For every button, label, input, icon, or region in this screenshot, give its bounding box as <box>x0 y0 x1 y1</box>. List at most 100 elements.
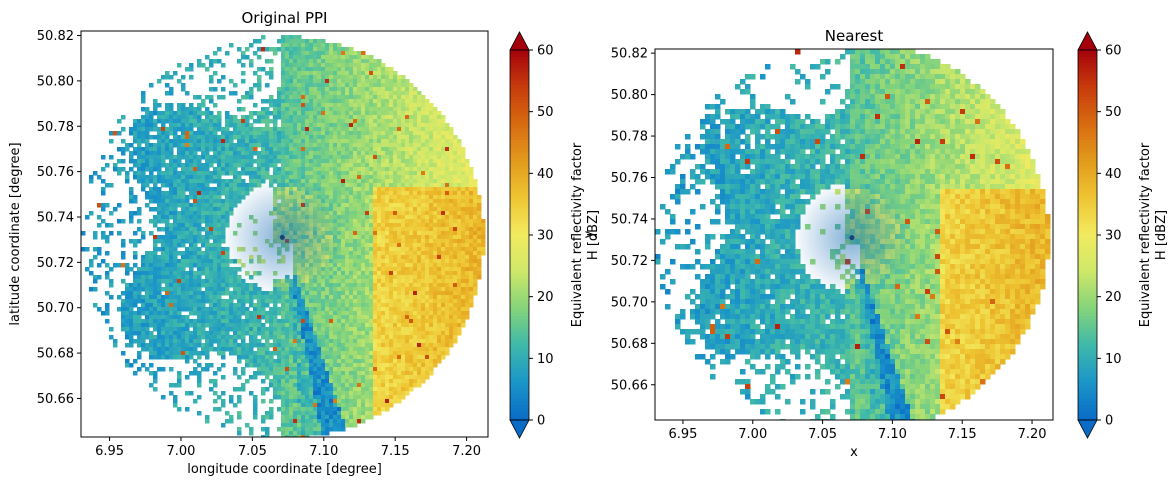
reflectivity-cell <box>449 267 454 272</box>
reflectivity-cell <box>253 103 258 108</box>
reflectivity-cell <box>197 315 202 320</box>
reflectivity-cell <box>233 311 238 316</box>
reflectivity-cell <box>277 95 282 100</box>
reflectivity-cell <box>249 155 254 160</box>
reflectivity-cell <box>405 307 410 312</box>
reflectivity-cell <box>129 315 134 320</box>
reflectivity-cell <box>437 151 442 156</box>
reflectivity-cell <box>413 251 418 256</box>
reflectivity-cell <box>197 199 202 204</box>
reflectivity-cell <box>365 239 370 244</box>
reflectivity-cell <box>185 239 190 244</box>
reflectivity-cell <box>365 119 370 124</box>
reflectivity-cell <box>385 275 390 280</box>
reflectivity-cell <box>165 299 170 304</box>
reflectivity-cell <box>401 219 406 224</box>
reflectivity-cell <box>361 291 366 296</box>
reflectivity-cell <box>401 163 406 168</box>
reflectivity-cell <box>405 175 410 180</box>
reflectivity-cell <box>229 159 234 164</box>
reflectivity-cell <box>241 79 246 84</box>
reflectivity-cell <box>157 279 162 284</box>
reflectivity-cell <box>189 223 194 228</box>
reflectivity-cell <box>349 83 354 88</box>
reflectivity-cell <box>197 63 202 68</box>
reflectivity-cell <box>293 39 298 44</box>
reflectivity-cell <box>221 159 226 164</box>
reflectivity-cell <box>269 95 274 100</box>
reflectivity-cell <box>265 171 270 176</box>
reflectivity-cell <box>445 195 450 200</box>
reflectivity-cell <box>209 75 214 80</box>
reflectivity-cell <box>217 311 222 316</box>
reflectivity-cell <box>417 91 422 96</box>
reflectivity-cell <box>473 203 478 208</box>
reflectivity-cell <box>409 219 414 224</box>
reflectivity-cell <box>353 267 358 272</box>
reflectivity-cell <box>157 211 162 216</box>
reflectivity-cell <box>389 275 394 280</box>
reflectivity-cell <box>129 291 134 296</box>
reflectivity-cell <box>409 163 414 168</box>
reflectivity-cell <box>209 147 214 152</box>
reflectivity-cell <box>453 211 458 216</box>
reflectivity-cell <box>365 215 370 220</box>
reflectivity-cell <box>337 115 342 120</box>
reflectivity-cell <box>297 123 302 128</box>
reflectivity-cell <box>177 179 182 184</box>
reflectivity-cell <box>437 259 442 264</box>
reflectivity-cell <box>189 155 194 160</box>
reflectivity-cell <box>193 323 198 328</box>
reflectivity-cell <box>397 103 402 108</box>
reflectivity-field <box>81 35 486 437</box>
reflectivity-cell <box>305 135 310 140</box>
reflectivity-cell <box>85 267 90 272</box>
reflectivity-cell <box>317 175 322 180</box>
reflectivity-cell <box>213 255 218 260</box>
reflectivity-cell <box>221 127 226 132</box>
reflectivity-cell <box>477 227 482 232</box>
reflectivity-cell <box>441 287 446 292</box>
reflectivity-cell <box>373 251 378 256</box>
reflectivity-cell <box>381 287 386 292</box>
reflectivity-cell <box>309 59 314 64</box>
reflectivity-cell <box>389 139 394 144</box>
reflectivity-cell <box>225 323 230 328</box>
reflectivity-cell <box>205 227 210 232</box>
reflectivity-cell <box>173 327 178 332</box>
reflectivity-cell <box>173 115 178 120</box>
reflectivity-cell <box>369 303 374 308</box>
reflectivity-cell <box>225 303 230 308</box>
reflectivity-cell <box>457 283 462 288</box>
reflectivity-cell <box>409 139 414 144</box>
reflectivity-cell <box>449 151 454 156</box>
reflectivity-cell <box>137 171 142 176</box>
reflectivity-cell <box>177 191 182 196</box>
reflectivity-cell <box>373 95 378 100</box>
reflectivity-cell <box>341 175 346 180</box>
reflectivity-cell <box>281 303 286 308</box>
reflectivity-cell <box>277 103 282 108</box>
reflectivity-cell <box>221 207 226 212</box>
reflectivity-cell <box>421 147 426 152</box>
reflectivity-cell <box>377 59 382 64</box>
reflectivity-cell <box>341 75 346 80</box>
reflectivity-cell <box>269 59 274 64</box>
reflectivity-cell <box>477 243 482 248</box>
reflectivity-cell <box>261 147 266 152</box>
reflectivity-cell <box>265 143 270 148</box>
reflectivity-cell <box>377 79 382 84</box>
reflectivity-cell <box>417 151 422 156</box>
reflectivity-cell <box>325 303 330 308</box>
reflectivity-cell <box>429 143 434 148</box>
reflectivity-cell <box>389 135 394 140</box>
reflectivity-cell <box>185 215 190 220</box>
reflectivity-cell <box>189 207 194 212</box>
reflectivity-cell <box>285 159 290 164</box>
reflectivity-cell <box>397 191 402 196</box>
reflectivity-cell <box>313 183 318 188</box>
reflectivity-cell <box>341 235 346 240</box>
reflectivity-cell <box>185 155 190 160</box>
reflectivity-cell <box>173 315 178 320</box>
reflectivity-cell <box>377 219 382 224</box>
